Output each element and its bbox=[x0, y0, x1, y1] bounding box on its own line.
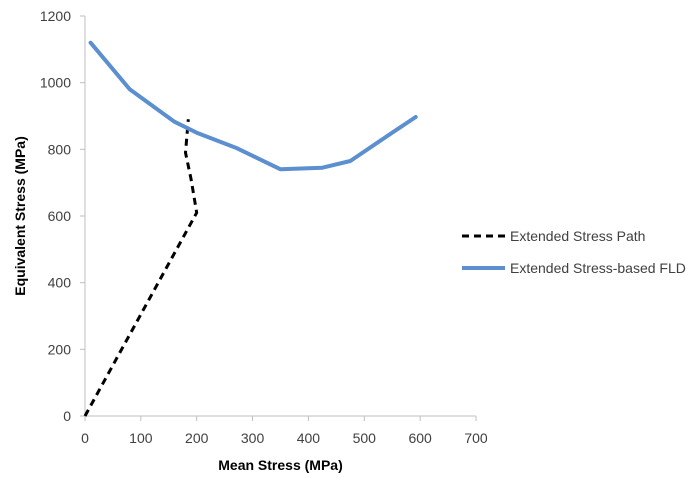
y-tick-label: 600 bbox=[48, 208, 72, 224]
x-axis-ticks: 0 100 200 300 400 500 600 700 bbox=[81, 416, 488, 446]
x-tick-label: 500 bbox=[353, 430, 377, 446]
y-axis-ticks: 0 200 400 600 800 1000 1200 bbox=[40, 8, 85, 424]
series-layer bbox=[83, 40, 418, 417]
x-tick-label: 100 bbox=[129, 430, 153, 446]
y-tick-label: 400 bbox=[48, 275, 72, 291]
x-tick-label: 0 bbox=[81, 430, 89, 446]
y-tick-label: 200 bbox=[48, 341, 72, 357]
x-tick-label: 600 bbox=[408, 430, 432, 446]
x-axis-title: Mean Stress (MPa) bbox=[218, 457, 342, 473]
y-tick-label: 1000 bbox=[40, 75, 71, 91]
legend-label-stress-path: Extended Stress Path bbox=[510, 228, 645, 244]
legend: Extended Stress Path Extended Stress-bas… bbox=[462, 228, 686, 276]
series-line-stress-path bbox=[83, 119, 199, 417]
plot-area: 0 200 400 600 800 1000 1200 0 100 200 300 400 500 60… bbox=[40, 8, 488, 446]
y-tick-label: 0 bbox=[63, 408, 71, 424]
x-tick-label: 400 bbox=[297, 430, 321, 446]
x-tick-label: 200 bbox=[185, 430, 209, 446]
y-axis-title: Equivalent Stress (MPa) bbox=[12, 136, 28, 296]
legend-label-stress-fld: Extended Stress-based FLD bbox=[510, 260, 686, 276]
legend-item-stress-fld: Extended Stress-based FLD bbox=[462, 260, 686, 276]
x-tick-label: 700 bbox=[464, 430, 488, 446]
y-tick-label: 1200 bbox=[40, 8, 71, 24]
legend-item-stress-path: Extended Stress Path bbox=[462, 228, 645, 244]
y-tick-label: 800 bbox=[48, 141, 72, 157]
series-line-stress-fld bbox=[88, 40, 418, 172]
x-tick-label: 300 bbox=[241, 430, 265, 446]
